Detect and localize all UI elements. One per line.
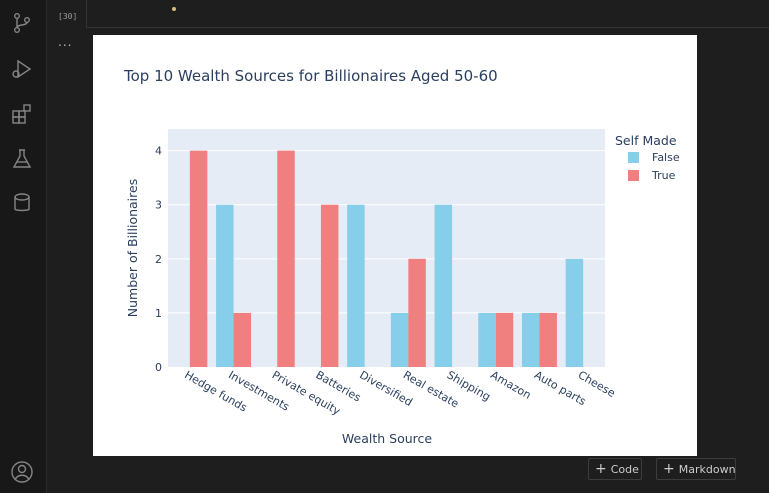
add-markdown-cell-button[interactable]: + Markdown bbox=[656, 458, 736, 480]
bar-true-amazon[interactable] bbox=[495, 312, 514, 367]
legend-title: Self Made bbox=[615, 133, 677, 148]
bar-true-investments[interactable] bbox=[233, 312, 252, 367]
add-code-cell-button[interactable]: + Code bbox=[588, 458, 642, 480]
output-toggle-button[interactable]: ... bbox=[58, 35, 73, 49]
y-tick-label: 4 bbox=[155, 145, 162, 158]
run-debug-icon[interactable] bbox=[9, 56, 35, 82]
bar-true-private-equity[interactable] bbox=[277, 150, 295, 367]
bar-true-real-estate[interactable] bbox=[408, 258, 426, 367]
cell-separator bbox=[86, 0, 87, 28]
execution-count: [30] bbox=[58, 12, 78, 21]
chart-title: Top 10 Wealth Sources for Billionaires A… bbox=[123, 67, 498, 85]
bar-true-auto-parts[interactable] bbox=[539, 312, 557, 367]
bar-false-real-estate[interactable] bbox=[390, 312, 409, 367]
notebook-footer bbox=[86, 456, 769, 493]
bar-true-hedge-funds[interactable] bbox=[189, 150, 208, 367]
plus-icon: + bbox=[663, 461, 675, 477]
y-tick-label: 1 bbox=[155, 307, 162, 320]
legend: Self Made False True bbox=[615, 133, 680, 182]
bar-false-shipping[interactable] bbox=[434, 204, 453, 367]
cell-border bbox=[86, 27, 769, 28]
bars bbox=[189, 150, 584, 367]
gridlines bbox=[168, 150, 605, 314]
legend-label-true[interactable]: True bbox=[651, 169, 676, 182]
add-markdown-label: Markdown bbox=[678, 462, 736, 476]
bar-false-auto-parts[interactable] bbox=[521, 312, 540, 367]
bar-chart: Top 10 Wealth Sources for Billionaires A… bbox=[123, 67, 680, 446]
plus-icon: + bbox=[595, 461, 607, 477]
bar-true-batteries[interactable] bbox=[320, 204, 339, 367]
account-icon[interactable] bbox=[9, 459, 35, 485]
y-tick-label: 0 bbox=[155, 361, 162, 374]
bar-false-investments[interactable] bbox=[216, 204, 234, 367]
legend-label-false[interactable]: False bbox=[652, 151, 680, 164]
code-line-hint bbox=[112, 0, 192, 11]
activity-bar bbox=[0, 0, 47, 493]
y-tick-label: 3 bbox=[155, 199, 162, 212]
x-axis-title: Wealth Source bbox=[342, 431, 432, 446]
testing-flask-icon[interactable] bbox=[9, 146, 35, 172]
cell-output: Top 10 Wealth Sources for Billionaires A… bbox=[93, 35, 697, 456]
cell-gutter bbox=[47, 0, 87, 493]
x-tick-label: Amazon bbox=[488, 368, 533, 402]
legend-swatch-false[interactable] bbox=[628, 152, 639, 163]
y-tick-label: 2 bbox=[155, 253, 162, 266]
bar-false-amazon[interactable] bbox=[478, 312, 496, 367]
source-control-icon[interactable] bbox=[9, 10, 35, 36]
legend-swatch-true[interactable] bbox=[628, 170, 639, 181]
database-icon[interactable] bbox=[9, 190, 35, 216]
bar-false-cheese[interactable] bbox=[565, 258, 584, 367]
y-axis-title: Number of Billionaires bbox=[125, 179, 140, 317]
y-tick-labels: 0 1 2 3 4 bbox=[155, 145, 162, 374]
extensions-icon[interactable] bbox=[9, 101, 35, 127]
bar-false-diversified[interactable] bbox=[347, 204, 365, 367]
add-code-label: Code bbox=[610, 462, 639, 476]
